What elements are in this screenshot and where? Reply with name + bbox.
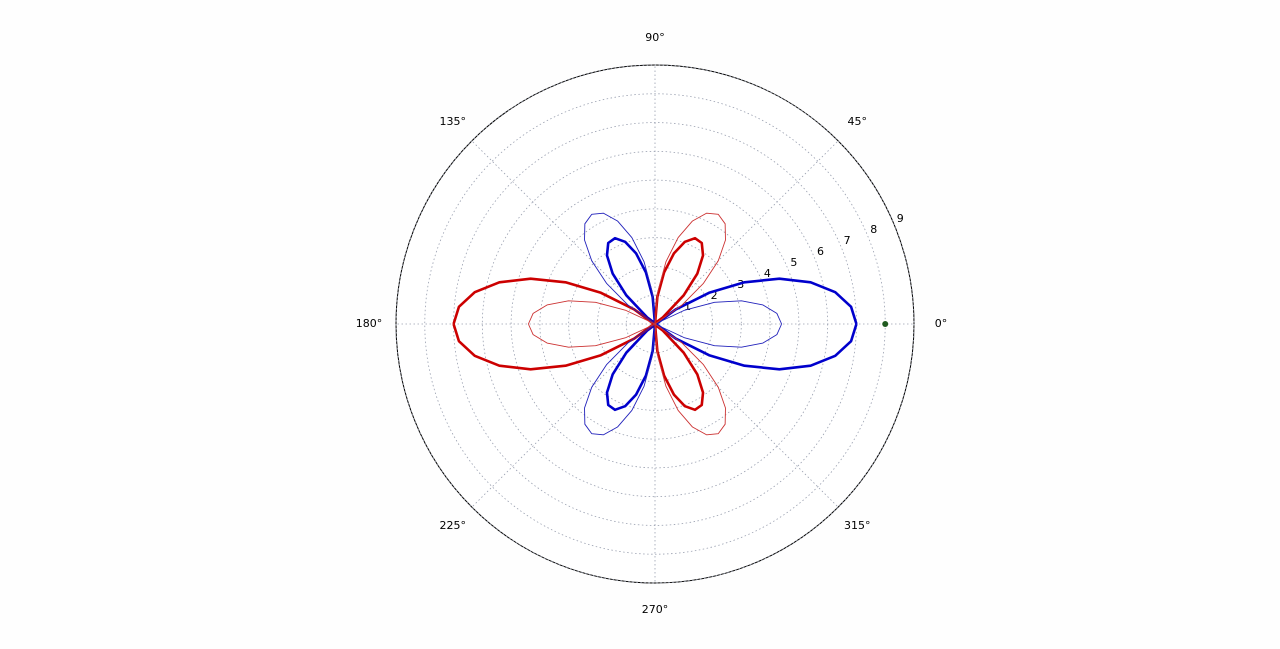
r-tick-label: 2 [711,289,718,302]
r-tick-label: 6 [817,245,824,258]
grid-spoke [471,140,656,325]
theta-tick-label: 315° [844,519,871,532]
grid-spoke [471,323,656,508]
grid-circle [539,208,771,440]
grid-circle [597,266,713,382]
polar-curve [527,212,726,436]
point [882,321,889,327]
theta-tick-label: 0° [935,317,948,330]
grid-circle [568,237,742,411]
r-tick-label: 4 [764,267,771,280]
theta-tick-label: 270° [642,603,669,616]
grid-circle [510,179,800,469]
theta-tick-label: 45° [847,115,867,128]
theta-tick-label: 90° [645,31,665,44]
r-tick-label: 5 [790,256,797,269]
grid-circle [395,64,915,584]
grid-spoke [654,323,839,508]
r-tick-label: 8 [870,223,877,236]
r-tick-label: 7 [844,234,851,247]
theta-tick-label: 135° [440,115,467,128]
theta-tick-label: 180° [356,317,383,330]
r-tick-label: 1 [684,300,691,313]
theta-tick-label: 225° [440,519,467,532]
r-tick-label: 9 [897,212,904,225]
